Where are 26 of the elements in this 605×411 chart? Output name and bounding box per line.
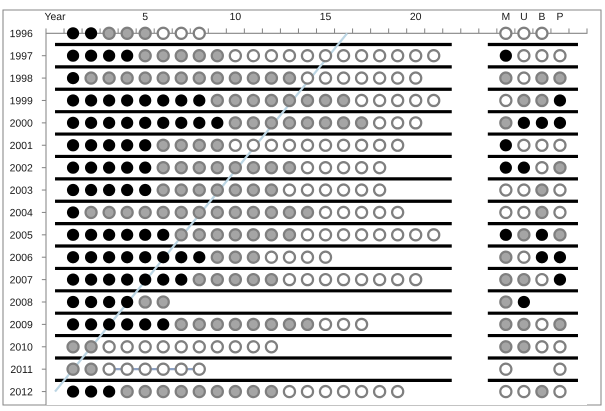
y-tick-label: 1996 [10, 30, 32, 38]
x-tick-label: 10 [230, 12, 241, 20]
x-tick-label: 15 [320, 12, 331, 20]
y-tick-label: 2008 [10, 298, 32, 306]
x-tick-label: M [502, 12, 510, 20]
y-tick-label: 2012 [10, 388, 32, 396]
y-tick-label: 2005 [10, 231, 32, 239]
x-tick-label: B [539, 12, 545, 20]
y-tick-label: 1999 [10, 96, 32, 104]
x-tick-label: U [520, 12, 527, 20]
x-tick-label: 20 [410, 12, 422, 20]
y-tick-label: 2004 [10, 208, 33, 216]
y-tick-label: 1998 [10, 74, 32, 82]
x-tick-label: 5 [142, 12, 148, 20]
y-tick-label: 2009 [10, 320, 32, 328]
y-tick-label: 2001 [10, 142, 32, 150]
x-tick-label: P [557, 12, 563, 20]
y-tick-label: 1997 [10, 52, 32, 60]
y-tick-label: 2002 [10, 164, 32, 172]
x-tick-label: Year [44, 12, 66, 20]
y-tick-label: 2006 [10, 254, 32, 262]
y-tick-label: 2011 [10, 366, 32, 374]
y-tick-label: 2000 [10, 119, 32, 127]
y-tick-label: 2007 [10, 276, 32, 284]
y-tick-label: 2010 [10, 343, 32, 351]
y-tick-label: 2003 [10, 186, 32, 194]
